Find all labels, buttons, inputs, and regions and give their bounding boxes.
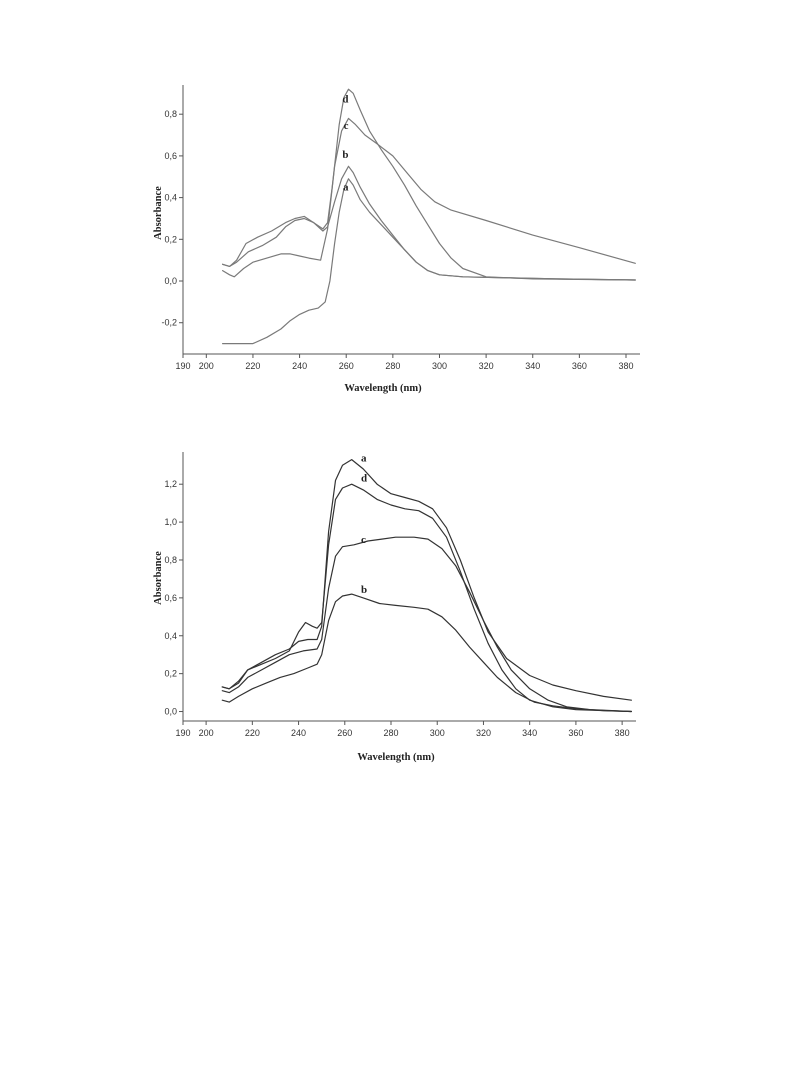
- bottom-y-tick-label: 0,2: [164, 669, 177, 679]
- chart-top: 190 200 220 240 260 280 300 320 340 360 380 -0,2 0,0…: [153, 85, 640, 394]
- bottom-series-a-line: [221, 459, 632, 701]
- bottom-x-tick-label: 300: [430, 728, 445, 738]
- top-x-tick-label: 280: [385, 361, 400, 371]
- top-series-d-label: d: [342, 94, 348, 106]
- bottom-plot-area: 190 200 220 240 260 280 300 320 340 360 380 0,0 0,2 0…: [164, 452, 636, 738]
- bottom-y-tick-label: 1,0: [164, 517, 177, 527]
- top-series-d-line: [222, 88, 636, 281]
- bottom-y-tick-label: 0,8: [164, 555, 177, 565]
- bottom-x-tick-label: 340: [522, 728, 537, 738]
- bottom-series-c-line: [221, 536, 632, 713]
- top-y-tick-label: 0,8: [164, 109, 177, 119]
- top-y-axis-title: Absorbance: [153, 186, 164, 240]
- bottom-x-tick-label: 380: [615, 728, 630, 738]
- top-series-c-line: [222, 117, 636, 278]
- top-y-tick-label: 0,4: [164, 193, 177, 203]
- bottom-x-tick-label: 190: [175, 728, 190, 738]
- top-x-tick-label: 260: [339, 361, 354, 371]
- top-x-tick-label: 240: [292, 361, 307, 371]
- top-x-tick-label: 320: [479, 361, 494, 371]
- bottom-y-tick-label: 0,6: [164, 593, 177, 603]
- top-series-a-line: [222, 178, 636, 345]
- bottom-x-tick-label: 260: [337, 728, 352, 738]
- top-x-tick-label: 190: [175, 361, 190, 371]
- top-x-tick-label: 380: [618, 361, 633, 371]
- top-y-tick-label: -0,2: [161, 318, 177, 328]
- top-x-tick-label: 300: [432, 361, 447, 371]
- bottom-x-tick-label: 240: [291, 728, 306, 738]
- top-series-b-line: [222, 165, 636, 281]
- top-x-tick-label: 340: [525, 361, 540, 371]
- top-x-tick-label: 360: [572, 361, 587, 371]
- chart-bottom: 190 200 220 240 260 280 300 320 340 360 380 0,0 0,2 0…: [153, 452, 636, 763]
- bottom-x-axis-title: Wavelength (nm): [357, 752, 435, 763]
- bottom-x-tick-label: 360: [568, 728, 583, 738]
- bottom-series-a-label: a: [361, 452, 367, 464]
- bottom-series-b-line: [221, 593, 632, 713]
- bottom-y-tick-label: 0,0: [164, 707, 177, 717]
- top-plot-area: 190 200 220 240 260 280 300 320 340 360 380 -0,2 0,0…: [161, 85, 640, 371]
- bottom-x-tick-label: 200: [199, 728, 214, 738]
- bottom-y-axis-title: Absorbance: [153, 551, 164, 605]
- top-y-tick-label: 0,6: [164, 151, 177, 161]
- bottom-x-tick-label: 280: [383, 728, 398, 738]
- top-series-a-label: a: [343, 181, 349, 193]
- top-x-axis-title: Wavelength (nm): [344, 383, 422, 394]
- top-x-tick-label: 220: [245, 361, 260, 371]
- top-y-tick-label: 0,0: [164, 276, 177, 286]
- top-series-b-label: b: [342, 149, 348, 161]
- bottom-series-c-label: c: [361, 534, 366, 546]
- bottom-series-b-label: b: [361, 584, 367, 596]
- bottom-series-d-label: d: [361, 472, 367, 484]
- top-y-tick-label: 0,2: [164, 234, 177, 244]
- top-x-tick-label: 200: [199, 361, 214, 371]
- bottom-y-tick-label: 0,4: [164, 631, 177, 641]
- bottom-y-tick-label: 1,2: [164, 479, 177, 489]
- top-series-c-label: c: [344, 120, 349, 132]
- bottom-series-d-line: [221, 483, 632, 713]
- bottom-x-tick-label: 320: [476, 728, 491, 738]
- bottom-x-tick-label: 220: [245, 728, 260, 738]
